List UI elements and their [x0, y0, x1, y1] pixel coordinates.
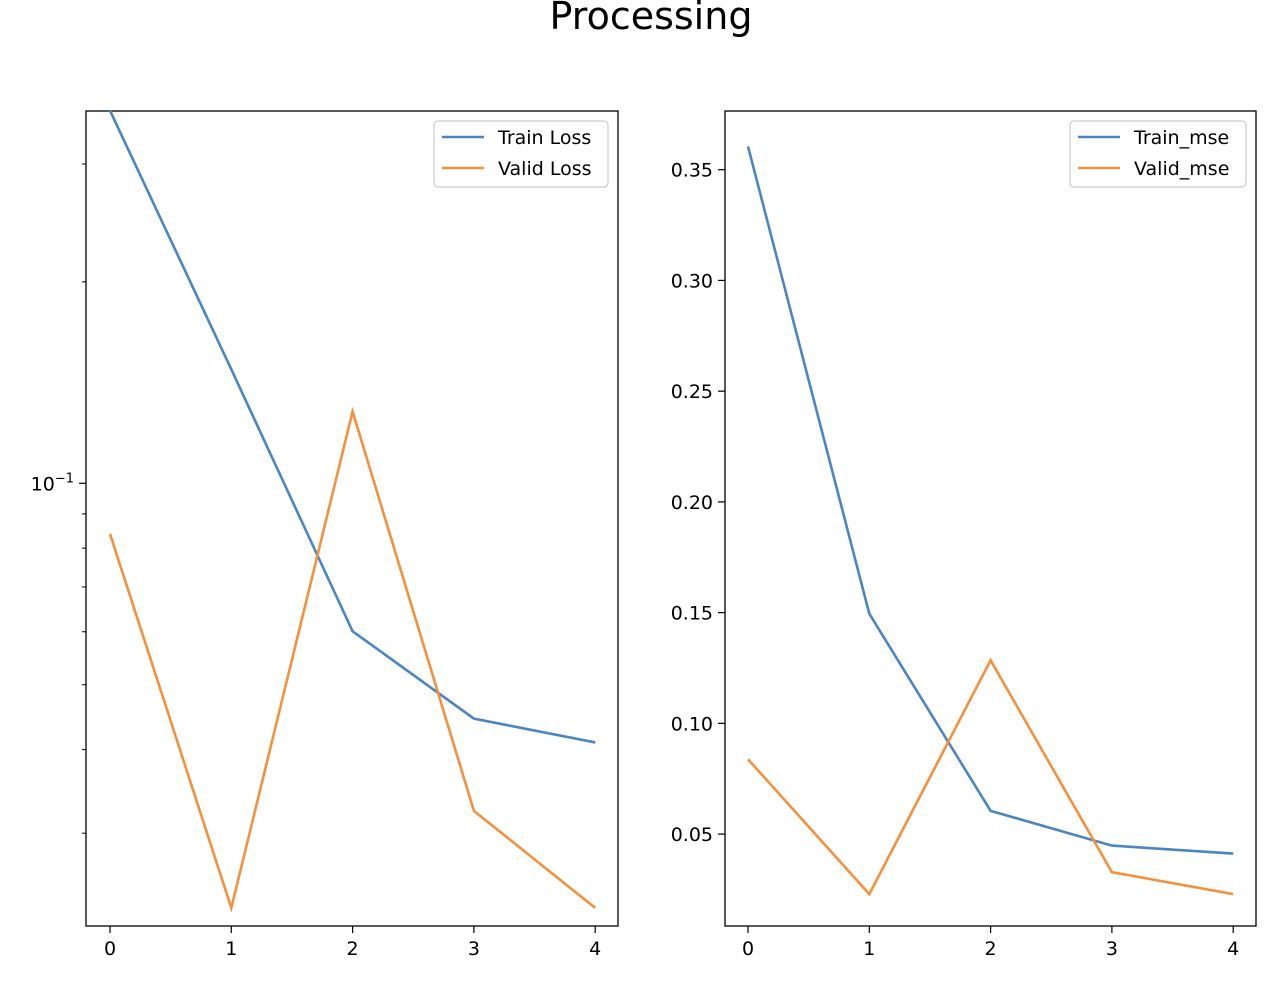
- y-tick-label: 0.05: [671, 824, 713, 846]
- y-tick-label: 0.35: [671, 160, 713, 182]
- chart-panel-2: 0 1 2 3 4 0.05 0.10 0.15 0.20 0.25 0.30 0.35 Train_m…: [671, 111, 1256, 960]
- series-line-valid-loss: [110, 412, 595, 908]
- y-tick-label: 10−1: [31, 471, 74, 495]
- x-tick-label: 0: [104, 938, 116, 960]
- x-tick-label: 4: [1227, 938, 1239, 960]
- y-tick-label: 0.25: [671, 381, 713, 403]
- x-tick-label: 1: [225, 938, 237, 960]
- figure-title: Processing: [0, 0, 1274, 38]
- legend-label: Train Loss: [497, 127, 591, 149]
- y-tick-label: 0.20: [671, 492, 713, 514]
- x-tick-label: 0: [742, 938, 754, 960]
- x-tick-label: 2: [347, 938, 359, 960]
- series-line-valid-mse: [748, 660, 1233, 894]
- y-tick-label: 0.30: [671, 270, 713, 292]
- y-tick-label: 0.15: [671, 603, 713, 625]
- legend-label: Train_mse: [1133, 127, 1229, 149]
- x-tick-label: 2: [985, 938, 997, 960]
- x-tick-label: 3: [1106, 938, 1118, 960]
- axes-frame: [725, 111, 1256, 926]
- x-tick-label: 4: [589, 938, 601, 960]
- series-line-train-mse: [748, 146, 1233, 853]
- legend-label: Valid_mse: [1134, 158, 1229, 180]
- axes-frame: [86, 111, 618, 926]
- y-tick-label: 0.10: [671, 713, 713, 735]
- chart-panel-1: 0 1 2 3 4 10−1 Train Loss Valid Loss: [31, 111, 618, 960]
- x-tick-label: 3: [468, 938, 480, 960]
- x-tick-label: 1: [863, 938, 875, 960]
- series-line-train-loss: [110, 111, 595, 743]
- legend-label: Valid Loss: [498, 158, 592, 180]
